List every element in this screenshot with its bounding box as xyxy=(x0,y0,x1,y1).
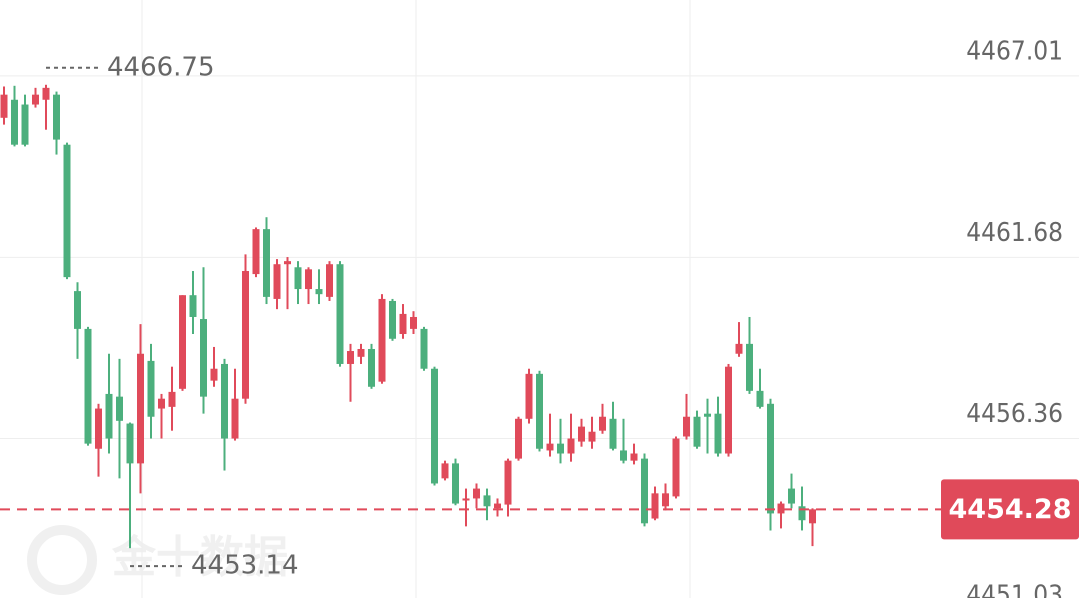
candle-body xyxy=(473,488,480,499)
candle-body xyxy=(494,503,501,509)
candle-body xyxy=(641,458,648,524)
candle-body xyxy=(231,398,239,439)
candle-body xyxy=(620,450,627,461)
candle-body xyxy=(273,264,281,299)
y-tick-label: 4456.36 xyxy=(966,399,1063,429)
candle-body xyxy=(105,393,113,439)
candle-body xyxy=(662,493,669,507)
y-tick-label: 4467.01 xyxy=(966,36,1063,66)
candle-body xyxy=(777,503,785,514)
candle-body xyxy=(746,343,753,391)
candle-body xyxy=(305,269,312,290)
last-price-label: 4454.28 xyxy=(949,494,1072,525)
candle-body xyxy=(368,348,375,387)
candle-body xyxy=(515,418,522,459)
candle-body xyxy=(672,438,680,497)
candle-body xyxy=(95,408,102,449)
candle-body xyxy=(21,104,29,145)
candle-body xyxy=(11,99,18,145)
candle-body xyxy=(63,144,71,278)
candle-body xyxy=(326,264,333,297)
candle-body xyxy=(536,373,543,449)
candle-body xyxy=(588,431,596,442)
candle-body xyxy=(452,463,459,504)
candle-body xyxy=(200,319,207,397)
candle-body xyxy=(557,443,564,454)
candle-body xyxy=(630,453,638,461)
candle-body xyxy=(410,316,417,329)
candle-body xyxy=(420,328,428,369)
candle-body xyxy=(179,295,186,389)
candle-body xyxy=(725,366,732,454)
candle-body xyxy=(116,396,123,421)
candle-body xyxy=(84,328,92,444)
candle-body xyxy=(683,416,690,437)
candle-body xyxy=(378,298,386,382)
candle-body xyxy=(147,360,155,417)
candle-body xyxy=(399,313,407,335)
y-tick-label: 4451.03 xyxy=(966,581,1063,598)
candle-body xyxy=(74,291,81,329)
candle-body xyxy=(357,348,365,357)
watermark-logo xyxy=(27,525,97,595)
candle-body xyxy=(735,343,743,354)
candle-body xyxy=(263,229,270,297)
candle-body xyxy=(53,94,60,140)
candle-body xyxy=(42,87,50,100)
candle-body xyxy=(704,413,711,417)
candle-body xyxy=(158,398,165,409)
candle-body xyxy=(756,390,764,407)
candle-body xyxy=(389,300,396,339)
last-price-box xyxy=(941,479,1079,540)
low-label: 4453.14 xyxy=(191,551,299,581)
candle-body xyxy=(693,416,701,447)
candle-body xyxy=(347,351,354,364)
candle-body xyxy=(315,289,323,295)
candle-body xyxy=(462,498,470,501)
high-label: 4466.75 xyxy=(107,52,215,82)
candle-body xyxy=(0,94,8,118)
candle-body xyxy=(284,261,291,265)
candle-body xyxy=(221,363,228,439)
y-tick-label: 4461.68 xyxy=(966,218,1063,248)
candle-body xyxy=(431,368,438,484)
candle-body xyxy=(546,443,554,451)
candle-body xyxy=(609,418,617,449)
candle-body xyxy=(788,488,795,504)
candle-body xyxy=(578,426,585,442)
candle-body xyxy=(336,264,344,364)
candle-body xyxy=(252,229,260,275)
candle-body xyxy=(809,509,816,524)
candle-body xyxy=(441,463,449,479)
candle-body xyxy=(767,403,774,514)
candle-body xyxy=(189,295,197,317)
candle-body xyxy=(242,271,249,399)
candle-body xyxy=(567,438,575,454)
candle-body xyxy=(210,368,218,381)
candle-body xyxy=(32,94,39,105)
candle-body xyxy=(126,423,134,464)
candle-body xyxy=(294,267,302,290)
candle-body xyxy=(714,413,722,454)
candle-body xyxy=(168,391,176,407)
candle-body xyxy=(599,416,606,431)
candle-body xyxy=(651,493,659,519)
candle-body xyxy=(504,460,512,505)
watermark-text: 金十数据 xyxy=(111,532,288,583)
candle-body xyxy=(137,353,144,464)
watermark: 金十数据 xyxy=(27,525,288,595)
candle-body xyxy=(798,506,806,521)
candle-body xyxy=(483,495,491,507)
candle-body xyxy=(525,373,533,419)
